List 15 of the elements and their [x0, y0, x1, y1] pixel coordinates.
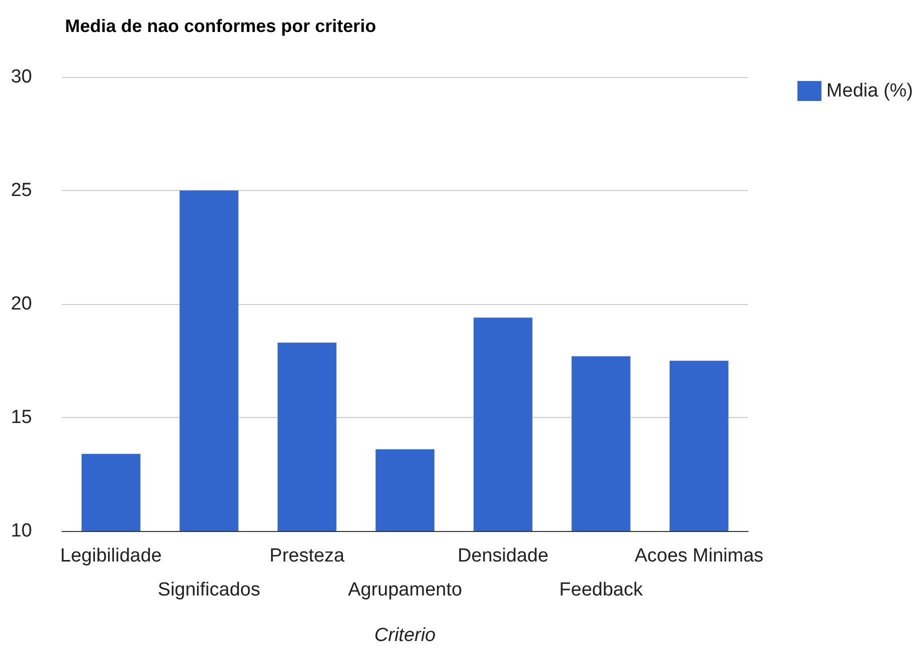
- x-tick-label: Acoes Minimas: [634, 546, 764, 566]
- y-tick-label: 20: [10, 294, 32, 314]
- legend-label: Media (%): [826, 80, 913, 102]
- x-tick-label: Feedback: [559, 580, 644, 600]
- y-tick-label: 15: [10, 407, 32, 428]
- chart-title: Media de nao conformes por criterio: [65, 16, 376, 36]
- y-tick-label: 10: [10, 520, 32, 542]
- x-tick-label: Legibilidade: [60, 546, 162, 566]
- x-tick-label: Significados: [158, 580, 260, 600]
- x-axis-title: Criterio: [374, 625, 436, 646]
- y-tick-label: 25: [10, 180, 32, 201]
- y-tick-label: 30: [10, 66, 32, 88]
- x-tick-label: Agrupamento: [348, 580, 462, 600]
- x-tick-label: Densidade: [458, 546, 548, 566]
- x-tick-label: Presteza: [270, 546, 345, 566]
